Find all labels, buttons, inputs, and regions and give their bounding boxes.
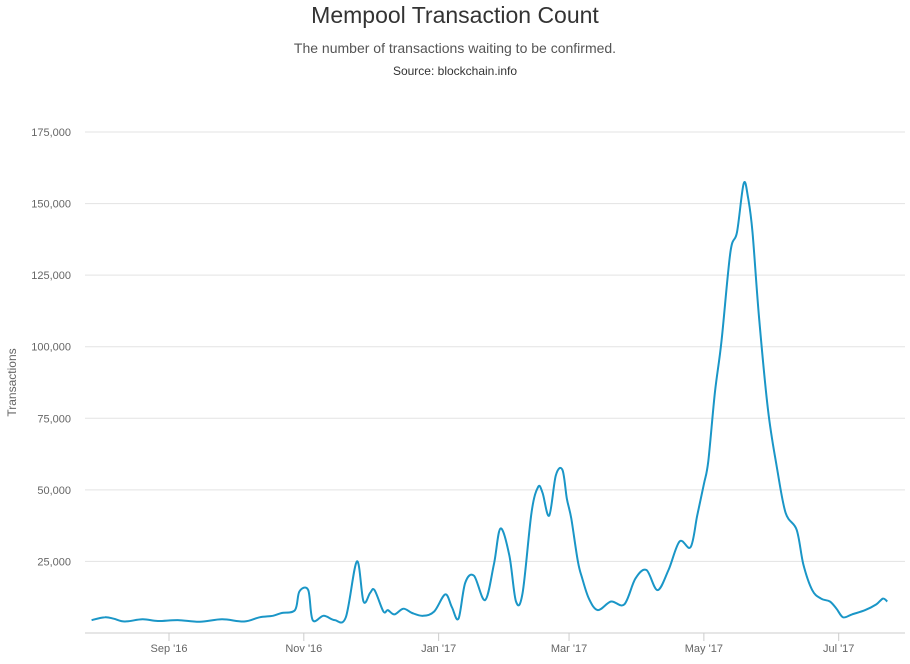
- y-tick-label: 50,000: [37, 485, 71, 497]
- x-tick-label: Sep '16: [151, 643, 188, 655]
- y-tick-label: 100,000: [31, 342, 71, 354]
- y-tick-label: 75,000: [37, 413, 71, 425]
- x-tick-label: Nov '16: [285, 643, 322, 655]
- y-axis-label: Transactions: [5, 348, 19, 416]
- x-tick-label: Mar '17: [551, 643, 587, 655]
- x-tick-label: May '17: [685, 643, 723, 655]
- chart-title: Mempool Transaction Count: [311, 2, 599, 28]
- chart-source: Source: blockchain.info: [392, 64, 518, 78]
- y-tick-label: 150,000: [31, 199, 71, 211]
- y-tick-label: 175,000: [31, 127, 71, 139]
- y-tick-label: 125,000: [31, 270, 71, 282]
- x-axis-ticks: Sep '16 Nov '16 Jan '17 Mar '17 May '17 Jul '…: [151, 633, 854, 655]
- series-line: [91, 181, 888, 624]
- x-tick-label: Jan '17: [421, 643, 456, 655]
- y-axis-ticks: 25,000 50,000 75,000 100,000 125,000 150,000 1…: [31, 127, 71, 568]
- y-tick-label: 25,000: [37, 556, 71, 568]
- grid-lines: [85, 131, 905, 562]
- chart-subtitle: The number of transactions waiting to be…: [293, 40, 617, 56]
- x-tick-label: Jul '17: [823, 643, 854, 655]
